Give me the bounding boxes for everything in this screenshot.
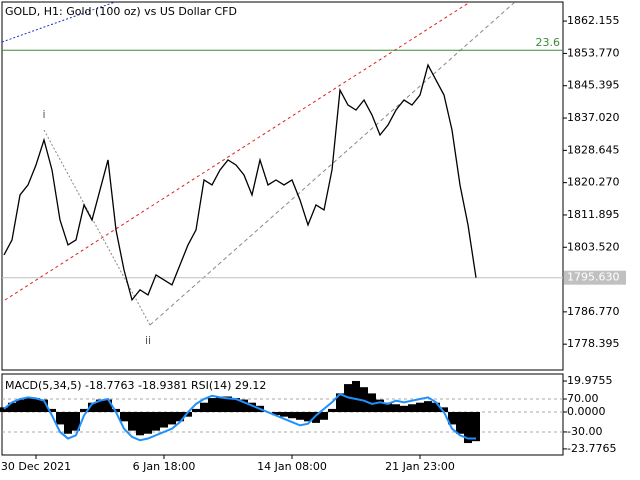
macd-bar [136,412,144,436]
y-tick-label: 1845.395 [567,79,620,92]
macd-bar [272,412,280,416]
trend-line [149,1,516,326]
macd-bar [368,393,376,413]
macd-bar [440,407,448,413]
y-tick-label: 1820.270 [567,176,620,189]
macd-bar [144,412,152,434]
macd-bar [200,402,208,413]
macd-bar [312,412,320,423]
y-tick-label: 1853.770 [567,46,620,59]
rsi-line [3,392,476,442]
main-frame [1,1,564,371]
y2-tick-label: -30.00 [567,425,602,438]
wave-label: ii [145,334,151,347]
macd-bar [128,412,136,431]
macd-bar [32,398,40,413]
macd-bar [456,412,464,434]
y-tick-label: -23.7765 [567,442,616,455]
wave-label: i [42,108,45,121]
macd-bar [376,399,384,413]
y-tick-label: 1811.895 [567,208,620,221]
macd-bar [392,404,400,413]
macd-bar [360,387,368,413]
macd-bar [384,402,392,413]
macd-bar [240,399,248,413]
macd-bar [400,405,408,413]
macd-bar [184,412,192,417]
macd-bar [152,412,160,431]
trend-line [4,1,471,301]
price-line [3,63,477,302]
macd-bar [472,412,480,442]
macd-bar [192,408,200,413]
current-price-label: 1795.630 [567,271,620,284]
macd-bar [448,412,456,425]
macd-bar [24,398,32,413]
macd-bar [48,408,56,413]
macd-bar [0,407,8,413]
macd-bar [424,401,432,413]
macd-bar [304,412,312,422]
y-tick-label: 1778.395 [567,337,620,350]
macd-bar [464,412,472,444]
macd-bar [280,412,288,417]
macd-bar [104,399,112,413]
macd-bar [72,412,80,431]
x-tick-label: 21 Jan 23:00 [385,460,455,473]
chart-title: GOLD, H1: Gold (100 oz) vs US Dollar CFD [5,5,237,18]
fibo-label: 23.6 [536,36,561,49]
x-tick-label: 14 Jan 08:00 [257,460,327,473]
y-tick-label: 0.0000 [567,405,606,418]
macd-bar [40,399,48,413]
x-tick-label: 30 Dec 2021 [1,460,71,473]
sub-title: MACD(5,34,5) -18.7763 -18.9381 RSI(14) 2… [5,379,266,392]
macd-bar [416,402,424,413]
macd-bar [336,393,344,413]
y-tick-label: 1786.770 [567,305,620,318]
macd-bar [352,380,360,413]
sub-frame [1,373,564,456]
x-tick-label: 6 Jan 18:00 [133,460,196,473]
macd-bar [80,408,88,413]
macd-bar [232,398,240,413]
macd-bar [408,404,416,413]
macd-bar [96,399,104,413]
macd-bar [248,402,256,413]
wave-line [43,129,151,326]
macd-bar [120,412,128,422]
y-tick-label: 1828.645 [567,143,620,156]
macd-bar [176,412,184,422]
macd-bar [320,412,328,420]
macd-bar [168,412,176,425]
macd-bar [56,412,64,425]
current-price-box [564,270,626,285]
macd-bar [8,402,16,413]
macd-bar [224,396,232,413]
y-tick-label: 1862.155 [567,14,620,27]
macd-bar [208,398,216,413]
macd-bar [288,412,296,419]
y2-tick-label: 70.00 [567,392,599,405]
macd-bar [432,402,440,413]
macd-bar [160,412,168,428]
macd-bar [328,408,336,413]
macd-bar [216,396,224,413]
macd-bar [64,412,72,434]
y-tick-label: 19.9755 [567,374,613,387]
y-tick-label: 1803.520 [567,240,620,253]
y-tick-label: 1837.020 [567,111,620,124]
macd-bar [16,399,24,413]
macd-bar [88,402,96,413]
macd-bar [296,412,304,420]
